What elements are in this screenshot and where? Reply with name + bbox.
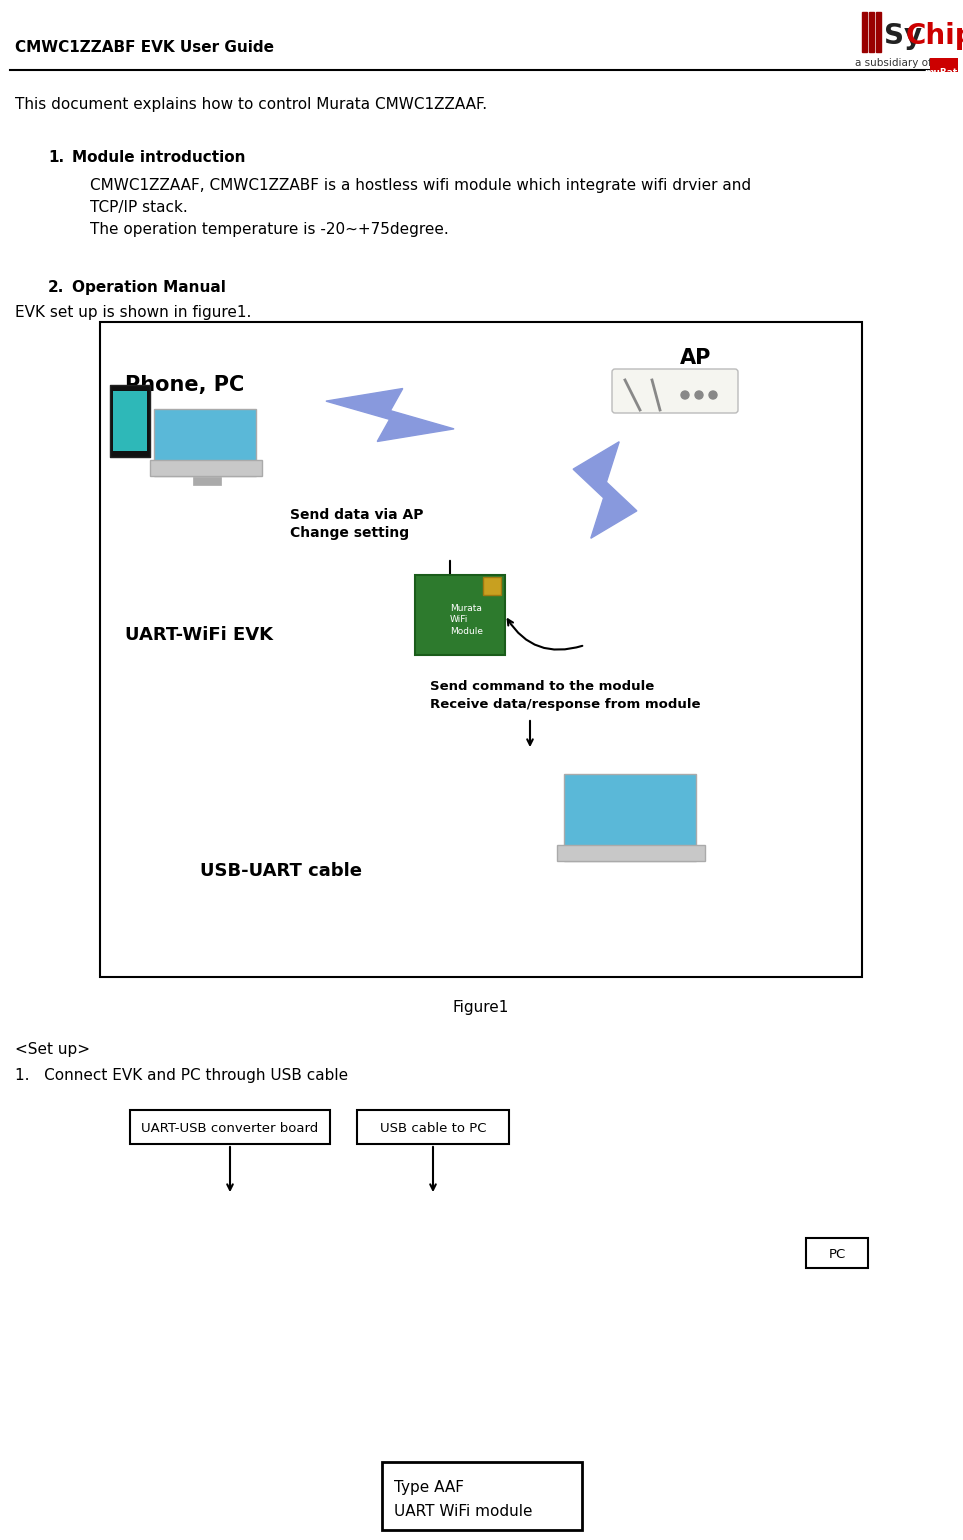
Bar [806, 1238, 868, 1267]
Text: PC: PC [828, 1247, 846, 1261]
FancyBboxPatch shape [612, 370, 738, 413]
Text: muRata: muRata [924, 68, 963, 77]
FancyBboxPatch shape [193, 477, 221, 485]
Bar [100, 322, 862, 976]
Text: CMWC1ZZAAF, CMWC1ZZABF is a hostless wifi module which integrate wifi drvier and: CMWC1ZZAAF, CMWC1ZZABF is a hostless wif… [90, 179, 751, 192]
Text: UART WiFi module: UART WiFi module [394, 1505, 533, 1518]
Text: 2.: 2. [48, 280, 65, 296]
Circle shape [709, 391, 717, 399]
Text: Chip: Chip [906, 22, 963, 49]
Text: USB-UART cable: USB-UART cable [200, 862, 362, 879]
Circle shape [681, 391, 689, 399]
Polygon shape [325, 388, 454, 442]
Bar [110, 385, 150, 457]
FancyBboxPatch shape [564, 775, 696, 861]
Text: CMWC1ZZABF EVK User Guide: CMWC1ZZABF EVK User Guide [15, 40, 274, 55]
Text: The operation temperature is -20~+75degree.: The operation temperature is -20~+75degr… [90, 222, 449, 237]
FancyBboxPatch shape [154, 410, 256, 476]
Bar [357, 1110, 509, 1144]
FancyBboxPatch shape [557, 845, 705, 861]
Text: Receive data/response from module: Receive data/response from module [430, 698, 700, 711]
Bar [869, 12, 874, 52]
Bar [130, 1110, 330, 1144]
Text: a subsidiary of: a subsidiary of [855, 59, 932, 68]
Text: Phone, PC: Phone, PC [125, 376, 245, 394]
Text: Send command to the module: Send command to the module [430, 681, 654, 693]
Text: UART-USB converter board: UART-USB converter board [142, 1121, 319, 1135]
Text: AP: AP [680, 348, 712, 368]
Text: <Set up>: <Set up> [15, 1043, 90, 1056]
Bar [483, 578, 501, 594]
Bar [862, 12, 867, 52]
Text: UART-WiFi EVK: UART-WiFi EVK [125, 625, 273, 644]
FancyBboxPatch shape [930, 59, 958, 72]
Text: Change setting: Change setting [290, 527, 409, 541]
Text: 1.   Connect EVK and PC through USB cable: 1. Connect EVK and PC through USB cable [15, 1069, 349, 1083]
Bar [382, 1461, 582, 1531]
Text: Figure1: Figure1 [453, 999, 509, 1015]
Bar [876, 12, 881, 52]
FancyBboxPatch shape [150, 460, 262, 476]
Bar [113, 391, 147, 451]
Text: Sy: Sy [884, 22, 923, 49]
Circle shape [695, 391, 703, 399]
Text: Module introduction: Module introduction [72, 149, 246, 165]
Text: Send data via AP: Send data via AP [290, 508, 424, 522]
Text: Murata
WiFi
Module: Murata WiFi Module [450, 604, 483, 636]
Text: USB cable to PC: USB cable to PC [379, 1121, 486, 1135]
Text: EVK set up is shown in figure1.: EVK set up is shown in figure1. [15, 305, 251, 320]
Text: Operation Manual: Operation Manual [72, 280, 226, 296]
Text: Type AAF: Type AAF [394, 1480, 464, 1495]
Text: TCP/IP stack.: TCP/IP stack. [90, 200, 188, 216]
Polygon shape [573, 442, 637, 539]
Text: This document explains how to control Murata CMWC1ZZAAF.: This document explains how to control Mu… [15, 97, 487, 112]
FancyBboxPatch shape [415, 574, 505, 654]
Text: 1.: 1. [48, 149, 65, 165]
